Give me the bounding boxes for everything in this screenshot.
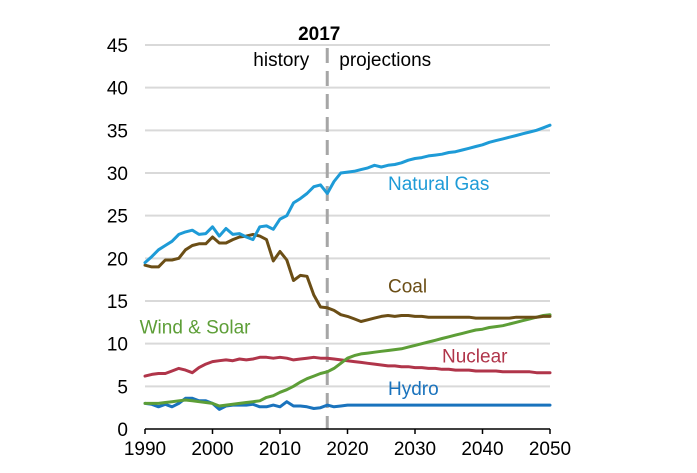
x-tick-label: 2050 bbox=[529, 439, 571, 460]
series-label-wind-solar: Wind & Solar bbox=[140, 317, 252, 338]
x-axis: 1990 2000 2010 2020 2030 2040 2050 bbox=[124, 428, 571, 460]
x-tick-label: 2000 bbox=[191, 439, 233, 460]
y-tick-label: 25 bbox=[107, 207, 128, 228]
divider: 2017 history projections bbox=[253, 24, 431, 429]
series-label-natural-gas: Natural Gas bbox=[388, 174, 489, 195]
y-tick-label: 15 bbox=[107, 292, 128, 313]
projections-label: projections bbox=[339, 50, 431, 71]
series-line-coal bbox=[143, 232, 552, 323]
x-tick-label: 2040 bbox=[461, 439, 503, 460]
history-label: history bbox=[253, 50, 309, 71]
y-tick-label: 40 bbox=[107, 79, 128, 100]
y-tick-label: 30 bbox=[107, 164, 128, 185]
series-label-hydro: Hydro bbox=[388, 379, 439, 400]
series-line-nuclear bbox=[143, 355, 552, 378]
y-axis: 0 5 10 15 20 25 30 35 40 45 bbox=[107, 36, 128, 441]
series-line-wind-solar bbox=[143, 313, 552, 408]
divider-year-label: 2017 bbox=[298, 24, 340, 45]
y-tick-label: 35 bbox=[107, 121, 128, 142]
series-line-natural-gas bbox=[143, 123, 552, 265]
y-tick-label: 0 bbox=[117, 420, 128, 441]
series-label-nuclear: Nuclear bbox=[442, 346, 508, 367]
series-lines bbox=[143, 123, 552, 411]
x-tick-label: 2020 bbox=[326, 439, 368, 460]
y-tick-label: 20 bbox=[107, 249, 128, 270]
x-tick-label: 2010 bbox=[259, 439, 301, 460]
y-tick-label: 45 bbox=[107, 36, 128, 57]
y-tick-label: 5 bbox=[117, 377, 128, 398]
series-label-coal: Coal bbox=[388, 276, 427, 297]
x-tick-label: 1990 bbox=[124, 439, 166, 460]
y-tick-label: 10 bbox=[107, 335, 128, 356]
x-tick-label: 2030 bbox=[394, 439, 436, 460]
